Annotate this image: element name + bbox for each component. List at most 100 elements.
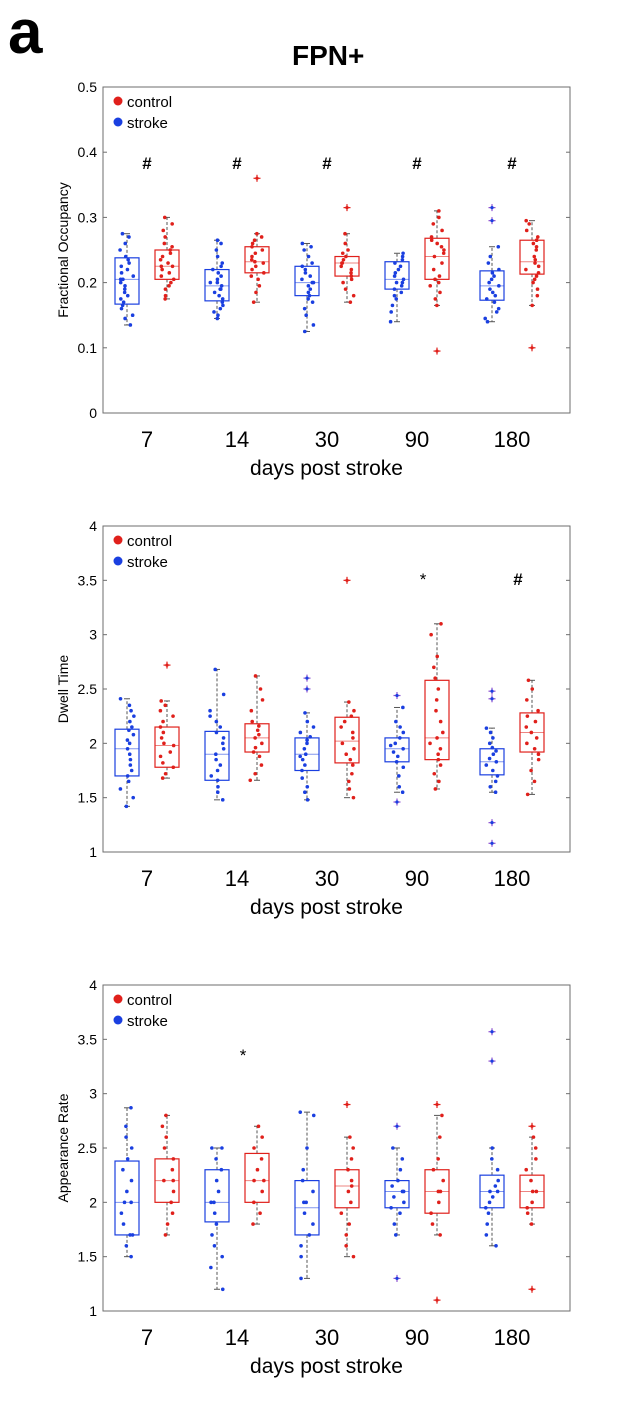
data-point (351, 1146, 355, 1150)
box-stroke-7 (114, 231, 140, 327)
box-control-180 (519, 1122, 545, 1293)
data-point (163, 235, 167, 239)
box-control-180 (519, 218, 545, 352)
data-point (250, 719, 255, 724)
data-point (215, 238, 220, 243)
data-point (339, 1211, 344, 1215)
data-point (129, 1105, 133, 1110)
data-point (394, 297, 399, 301)
data-point (171, 1189, 176, 1194)
data-point (131, 795, 136, 800)
data-point (305, 785, 310, 789)
x-tick-label: 90 (405, 427, 429, 452)
data-point (308, 287, 313, 291)
data-point (394, 280, 399, 285)
data-point (128, 1233, 132, 1237)
data-point (488, 287, 492, 291)
data-point (536, 752, 541, 756)
data-point (308, 735, 312, 739)
data-point (531, 1135, 536, 1139)
data-point (170, 1211, 175, 1215)
data-point (535, 235, 540, 239)
data-point (524, 228, 529, 233)
data-point (119, 271, 124, 275)
data-point (343, 241, 348, 246)
data-point (129, 1200, 133, 1205)
data-point (118, 297, 123, 301)
data-point (164, 1135, 169, 1139)
data-point (400, 1157, 405, 1161)
data-point (219, 274, 223, 278)
data-point (216, 271, 221, 275)
box-iqr (334, 716, 360, 764)
data-point (347, 700, 351, 704)
data-point (218, 287, 223, 291)
data-point (262, 1178, 266, 1183)
data-point (160, 776, 165, 780)
data-point (221, 692, 226, 697)
data-point (397, 785, 402, 789)
data-point (435, 241, 439, 246)
data-point (532, 779, 537, 784)
data-point (305, 719, 310, 724)
x-tick-label: 14 (225, 1325, 249, 1350)
data-point (306, 284, 311, 288)
data-point (493, 790, 498, 795)
data-point (298, 1110, 303, 1114)
data-point (299, 1244, 303, 1248)
data-point (260, 1135, 264, 1139)
data-point (212, 1200, 216, 1205)
data-point (214, 1222, 219, 1226)
data-point (306, 297, 310, 301)
plot-frame (102, 984, 571, 1312)
data-point (349, 277, 354, 282)
x-tick-label: 7 (141, 427, 153, 452)
data-point (125, 774, 130, 778)
data-point (249, 708, 254, 713)
data-point (260, 698, 265, 702)
data-point (484, 726, 489, 730)
box-control-14 (244, 674, 270, 783)
data-point (260, 248, 265, 252)
legend-label-control: control (127, 992, 172, 1009)
data-point (253, 264, 258, 269)
data-point (123, 284, 127, 288)
y-axis-label: Dwell Time (55, 655, 71, 724)
data-point (441, 1178, 446, 1183)
figure-title: FPN+ (292, 40, 365, 71)
data-point (484, 297, 489, 301)
data-point (400, 257, 405, 262)
data-point (125, 746, 130, 751)
data-point (220, 1146, 224, 1150)
box-stroke-30 (294, 1110, 320, 1281)
outlier-point (490, 821, 494, 825)
data-point (158, 257, 163, 262)
data-point (127, 728, 131, 733)
data-point (398, 1211, 402, 1215)
data-point (253, 251, 258, 256)
data-point (215, 277, 220, 282)
y-tick-label: 0.4 (78, 144, 98, 160)
outlier-point (530, 346, 534, 350)
data-point (532, 746, 537, 751)
significance-marker: * (240, 1046, 247, 1065)
box-stroke-7 (114, 696, 140, 809)
data-point (398, 1167, 403, 1172)
data-point (490, 271, 495, 275)
data-point (396, 1178, 400, 1183)
data-point (391, 1146, 395, 1150)
data-point (490, 1146, 495, 1150)
data-point (351, 1254, 356, 1259)
outlier-point (530, 1287, 534, 1291)
data-point (343, 231, 347, 236)
data-point (527, 222, 531, 226)
box-stroke-30 (294, 674, 320, 802)
data-point (306, 254, 311, 259)
data-point (530, 1189, 535, 1194)
data-point (253, 259, 257, 264)
data-point (215, 280, 220, 285)
legend-marker-control (113, 96, 123, 106)
data-point (349, 1200, 353, 1205)
data-point (536, 271, 541, 275)
x-tick-label: 14 (225, 866, 249, 891)
